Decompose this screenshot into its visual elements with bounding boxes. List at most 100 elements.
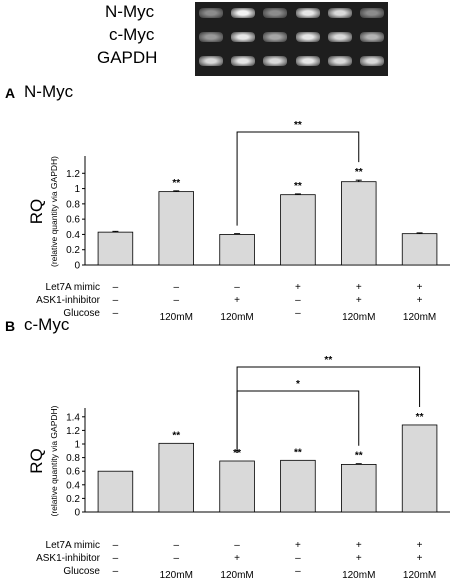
bar bbox=[280, 459, 316, 513]
bar bbox=[97, 231, 134, 266]
bar bbox=[401, 424, 438, 513]
panel-b-title: c-Myc bbox=[24, 315, 70, 334]
y-axis-label: RQ bbox=[27, 199, 46, 225]
condition-value: – bbox=[113, 308, 119, 319]
condition-value: – bbox=[173, 282, 179, 293]
gel-band bbox=[263, 56, 288, 66]
gel-band bbox=[231, 8, 256, 18]
gel-band bbox=[327, 8, 352, 18]
gel-band bbox=[263, 32, 288, 42]
condition-value: 120mM bbox=[160, 570, 193, 581]
condition-value: – bbox=[295, 566, 301, 577]
condition-value: 120mM bbox=[220, 312, 253, 323]
bar bbox=[219, 460, 255, 513]
bar bbox=[341, 181, 377, 266]
gel-band bbox=[199, 32, 224, 42]
significance-bracket bbox=[236, 390, 360, 453]
y-tick-label: 0.4 bbox=[66, 480, 80, 491]
condition-value: + bbox=[356, 295, 362, 306]
significance-mark: ** bbox=[294, 181, 302, 192]
bar bbox=[341, 463, 377, 513]
y-axis-label: RQ bbox=[27, 448, 46, 474]
y-tick-label: 1 bbox=[74, 184, 80, 195]
condition-value: 120mM bbox=[403, 570, 436, 581]
condition-value: + bbox=[295, 540, 301, 551]
significance-mark: ** bbox=[416, 412, 424, 423]
bar bbox=[158, 191, 194, 266]
condition-value: + bbox=[356, 282, 362, 293]
significance-mark: ** bbox=[355, 451, 363, 462]
condition-value: – bbox=[295, 553, 301, 564]
gel-band bbox=[263, 8, 288, 18]
bar bbox=[401, 233, 438, 266]
y-tick-label: 0.8 bbox=[66, 453, 80, 464]
gel-band bbox=[359, 8, 384, 18]
gel-label-nmyc: N-Myc bbox=[105, 2, 155, 21]
y-tick-label: 0.8 bbox=[66, 199, 80, 210]
bar bbox=[97, 470, 134, 513]
panel-a-title: N-Myc bbox=[24, 82, 74, 101]
significance-mark: ** bbox=[172, 178, 180, 189]
gel-band bbox=[199, 8, 224, 18]
y-tick-label: 1.4 bbox=[66, 412, 80, 423]
gel-band bbox=[231, 56, 256, 66]
condition-value: + bbox=[417, 295, 423, 306]
condition-label: Let7A mimic bbox=[46, 282, 100, 293]
condition-value: – bbox=[295, 308, 301, 319]
y-tick-label: 1 bbox=[74, 440, 80, 451]
significance-mark: ** bbox=[294, 447, 302, 458]
y-tick-label: 0.4 bbox=[66, 230, 80, 241]
y-tick-label: 0.2 bbox=[66, 245, 80, 256]
y-tick-label: 0 bbox=[74, 261, 80, 272]
condition-value: – bbox=[113, 295, 119, 306]
condition-label: ASK1-inhibitor bbox=[36, 295, 101, 306]
y-tick-label: 0.6 bbox=[66, 467, 80, 478]
y-tick-label: 0.6 bbox=[66, 215, 80, 226]
condition-value: – bbox=[173, 295, 179, 306]
gel-band bbox=[327, 32, 352, 42]
gel-label-cmyc: c-Myc bbox=[109, 25, 155, 44]
y-tick-label: 1.2 bbox=[66, 169, 80, 180]
y-tick-label: 1.2 bbox=[66, 426, 80, 437]
condition-label: Glucose bbox=[63, 308, 100, 319]
condition-value: – bbox=[113, 282, 119, 293]
condition-value: + bbox=[295, 282, 301, 293]
bar bbox=[219, 234, 255, 266]
significance-bracket bbox=[236, 131, 360, 226]
bracket-label: ** bbox=[324, 355, 332, 366]
bracket-label: ** bbox=[294, 120, 302, 131]
gel-band bbox=[295, 32, 320, 42]
condition-label: Let7A mimic bbox=[46, 540, 100, 551]
panel-b-letter: B bbox=[5, 318, 16, 334]
condition-value: – bbox=[234, 282, 240, 293]
condition-value: + bbox=[356, 540, 362, 551]
gel-band bbox=[295, 8, 320, 18]
condition-value: 120mM bbox=[220, 570, 253, 581]
condition-value: – bbox=[113, 540, 119, 551]
condition-value: 120mM bbox=[342, 312, 375, 323]
significance-mark: ** bbox=[355, 167, 363, 178]
condition-label: Glucose bbox=[63, 566, 100, 577]
significance-mark: ** bbox=[172, 430, 180, 441]
condition-value: + bbox=[417, 282, 423, 293]
condition-value: – bbox=[295, 295, 301, 306]
condition-value: – bbox=[173, 540, 179, 551]
condition-value: – bbox=[113, 553, 119, 564]
condition-value: + bbox=[356, 553, 362, 564]
condition-value: 120mM bbox=[403, 312, 436, 323]
condition-value: + bbox=[417, 553, 423, 564]
condition-label: ASK1-inhibitor bbox=[36, 553, 101, 564]
condition-value: – bbox=[234, 540, 240, 551]
significance-mark: ** bbox=[233, 448, 241, 459]
condition-value: 120mM bbox=[342, 570, 375, 581]
gel-band bbox=[231, 32, 256, 42]
condition-value: – bbox=[113, 566, 119, 577]
bar bbox=[280, 194, 316, 266]
gel-band bbox=[295, 56, 320, 66]
gel-image bbox=[195, 2, 388, 76]
bracket-label: * bbox=[296, 379, 300, 390]
gel-band bbox=[359, 32, 384, 42]
condition-value: 120mM bbox=[160, 312, 193, 323]
y-tick-label: 0 bbox=[74, 508, 80, 519]
